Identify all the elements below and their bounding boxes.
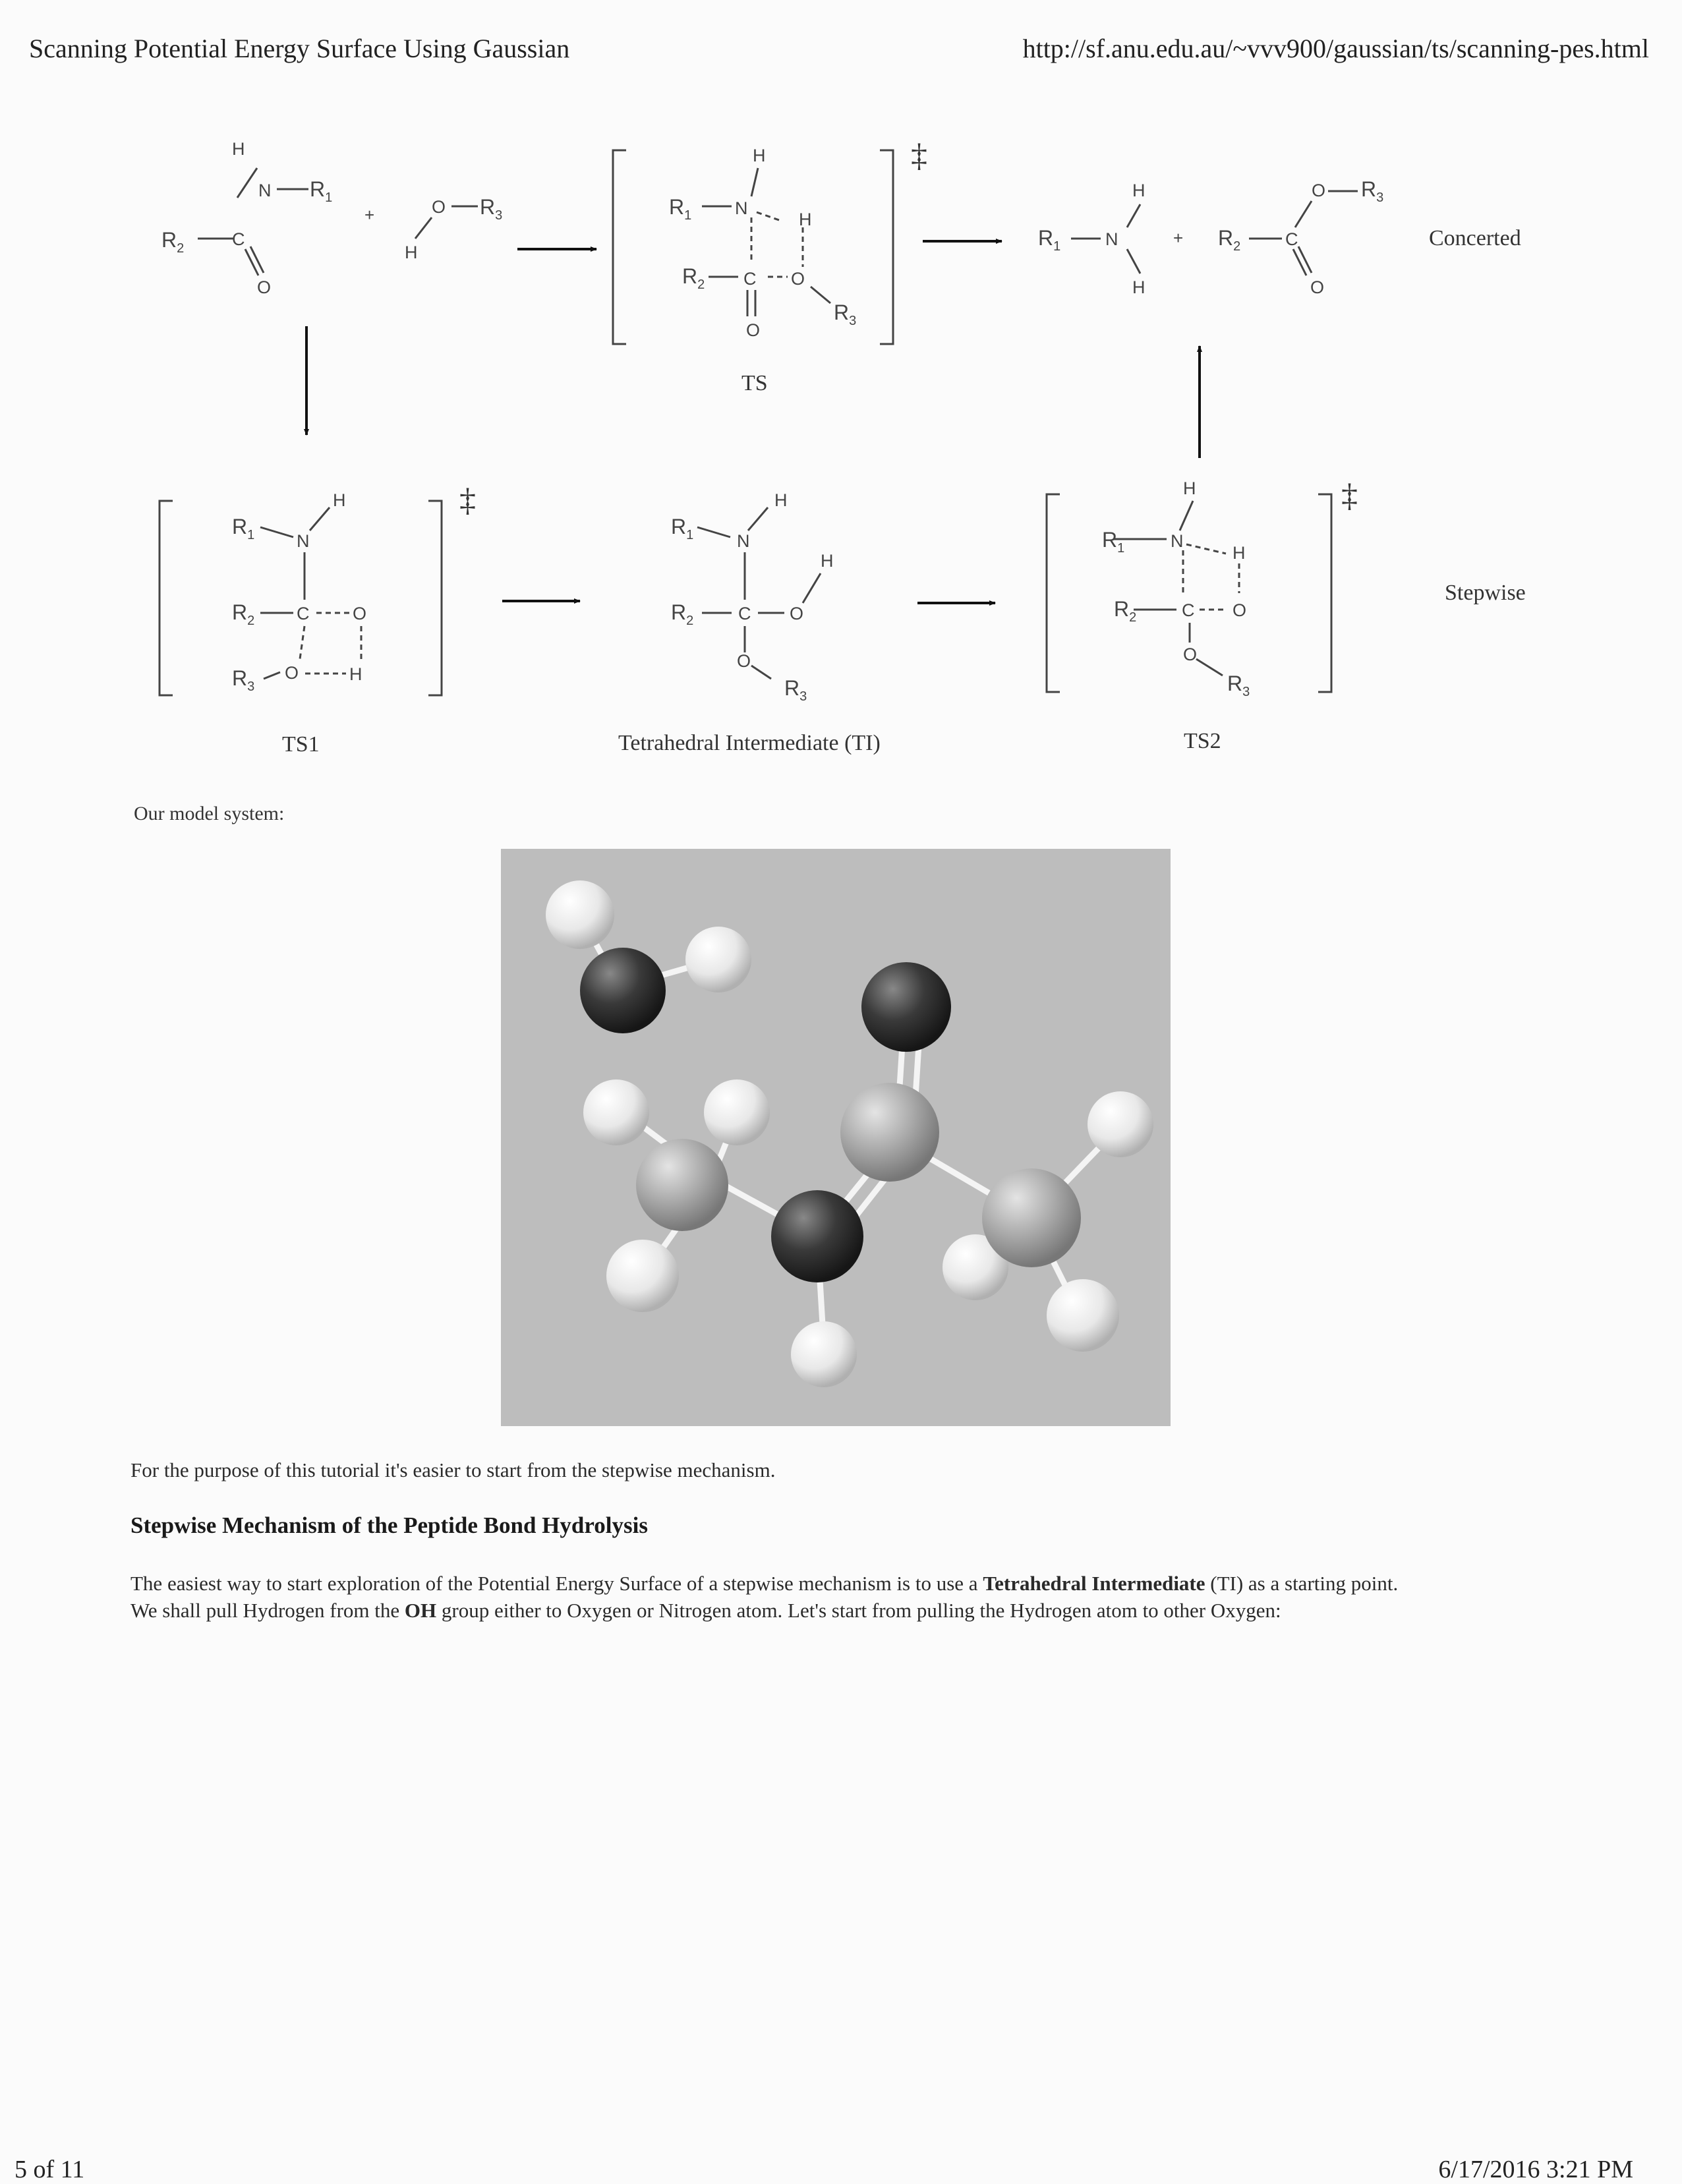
section-heading: Stepwise Mechanism of the Peptide Bond H…: [130, 1512, 648, 1538]
svg-text:C: C: [297, 604, 310, 623]
svg-text:R2: R2: [1114, 597, 1136, 625]
svg-text:H: H: [1183, 478, 1196, 498]
svg-text:R1: R1: [310, 177, 332, 205]
intro-paragraph: For the purpose of this tutorial it's ea…: [130, 1458, 776, 1481]
svg-text:O: O: [1183, 645, 1197, 664]
term-oh: OH: [404, 1599, 437, 1622]
svg-text:C: C: [1182, 600, 1195, 620]
svg-text:O: O: [737, 651, 751, 671]
svg-text:H: H: [349, 664, 362, 684]
page-header-title: Scanning Potential Energy Surface Using …: [29, 34, 570, 63]
svg-text:C: C: [743, 269, 757, 289]
svg-text:C: C: [738, 604, 751, 623]
svg-text:R2: R2: [671, 600, 693, 628]
svg-text:R3: R3: [1361, 177, 1383, 205]
label-ts: TS: [741, 371, 768, 395]
svg-text:‡: ‡: [911, 136, 927, 173]
svg-text:N: N: [737, 531, 750, 551]
svg-text:R2: R2: [1218, 226, 1240, 254]
label-ts2: TS2: [1184, 729, 1221, 753]
svg-text:N: N: [1105, 229, 1118, 249]
svg-text:R3: R3: [480, 195, 502, 223]
svg-text:O: O: [257, 277, 271, 297]
svg-text:O: O: [1232, 600, 1246, 620]
label-tetrahedral: Tetrahedral Intermediate (TI): [618, 731, 881, 755]
svg-text:O: O: [791, 269, 805, 289]
svg-text:R3: R3: [834, 301, 856, 328]
svg-text:H: H: [232, 139, 245, 159]
svg-text:H: H: [753, 146, 766, 165]
term-tetrahedral-intermediate: Tetrahedral Intermediate: [983, 1572, 1205, 1595]
model-caption: Our model system:: [134, 803, 285, 824]
svg-text:C: C: [1285, 229, 1298, 249]
svg-text:O: O: [285, 663, 299, 683]
print-datetime: 6/17/2016 3:21 PM: [1438, 2156, 1633, 2183]
svg-text:O: O: [1312, 181, 1325, 200]
svg-text:O: O: [432, 197, 446, 217]
svg-text:R3: R3: [1227, 672, 1250, 699]
svg-text:+: +: [364, 205, 374, 225]
svg-text:R1: R1: [671, 515, 693, 542]
svg-text:N: N: [258, 181, 272, 200]
svg-text:O: O: [746, 320, 760, 340]
svg-text:O: O: [790, 604, 803, 623]
svg-text:H: H: [1232, 543, 1246, 563]
svg-text:+: +: [1173, 228, 1183, 248]
svg-text:‡: ‡: [459, 481, 476, 518]
svg-text:H: H: [774, 490, 788, 510]
page-header-url[interactable]: http://sf.anu.edu.au/~vvv900/gaussian/ts…: [1022, 34, 1649, 63]
svg-text:R3: R3: [232, 666, 254, 694]
molecule-model-image: [501, 849, 1171, 1426]
svg-text:H: H: [1132, 277, 1146, 297]
page-number: 5 of 11: [14, 2156, 85, 2183]
svg-text:R2: R2: [161, 228, 184, 256]
svg-text:R1: R1: [232, 515, 254, 542]
svg-text:H: H: [405, 243, 418, 262]
svg-text:O: O: [1310, 277, 1324, 297]
svg-text:N: N: [1171, 531, 1184, 551]
svg-text:R1: R1: [669, 195, 691, 223]
svg-text:R1: R1: [1038, 226, 1060, 254]
svg-text:O: O: [353, 604, 366, 623]
svg-text:H: H: [333, 490, 346, 510]
label-stepwise: Stepwise: [1445, 581, 1526, 605]
body-paragraph: The easiest way to start exploration of …: [130, 1572, 1399, 1622]
svg-text:N: N: [735, 198, 748, 218]
svg-text:H: H: [799, 210, 812, 229]
svg-text:H: H: [1132, 181, 1146, 200]
svg-text:R1: R1: [1102, 528, 1124, 556]
svg-text:N: N: [297, 531, 310, 551]
svg-text:‡: ‡: [1341, 476, 1358, 513]
svg-text:R2: R2: [232, 600, 254, 628]
label-ts1: TS1: [282, 732, 320, 757]
svg-text:R3: R3: [784, 676, 807, 704]
label-concerted: Concerted: [1429, 226, 1521, 250]
svg-text:C: C: [232, 229, 245, 249]
svg-text:H: H: [821, 551, 834, 571]
svg-text:R2: R2: [682, 264, 705, 292]
reaction-scheme: H N C O O H H N H C O O H N H C O O H N …: [158, 136, 1526, 757]
